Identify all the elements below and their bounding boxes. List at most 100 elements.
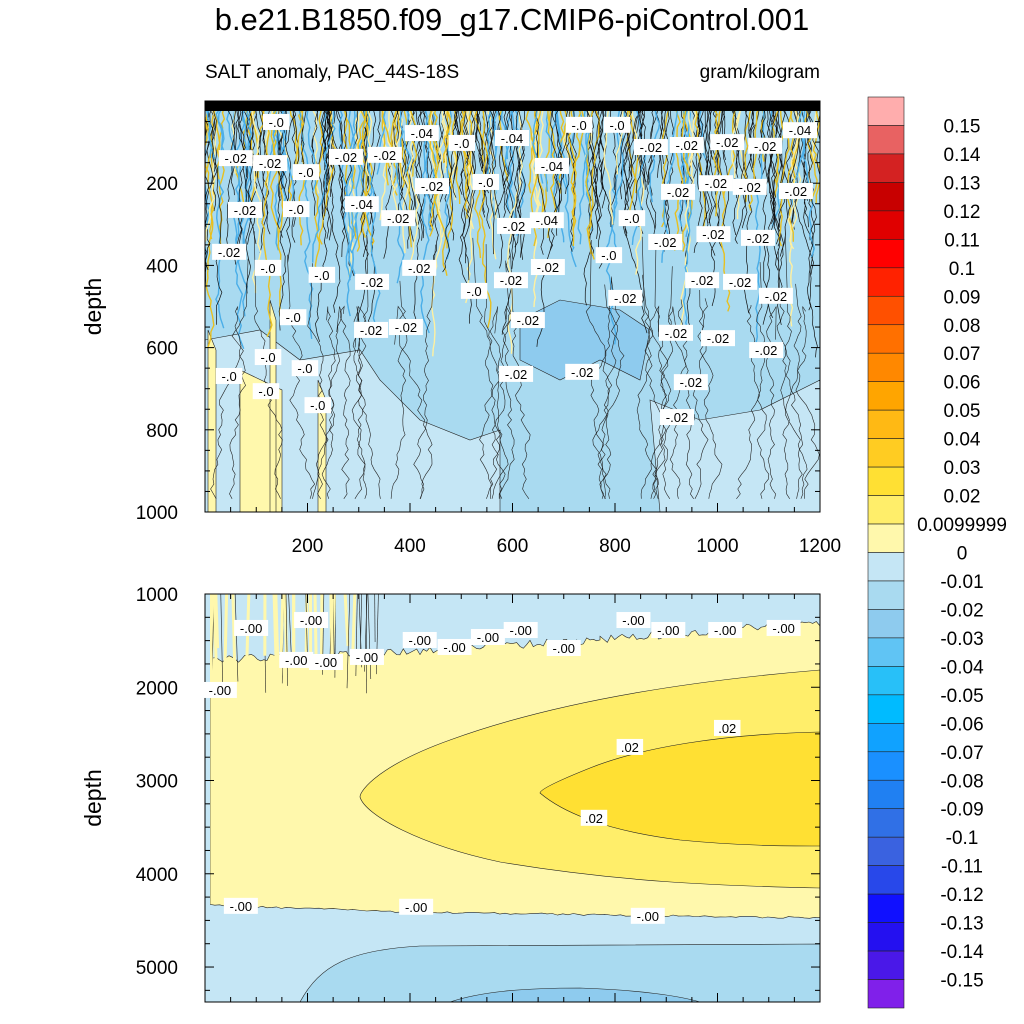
contour-label-text: -.0 bbox=[260, 261, 275, 276]
contour-label-box bbox=[253, 155, 288, 172]
contour-label-text: -.02 bbox=[707, 331, 729, 346]
contour-line bbox=[560, 101, 575, 170]
contour-label-text: -.0 bbox=[289, 202, 304, 217]
contour-label: -.0 bbox=[215, 367, 243, 384]
contour-label: -.00 bbox=[294, 612, 329, 629]
contour-label-text: -.02 bbox=[702, 227, 724, 242]
contour-line bbox=[636, 236, 657, 499]
contour-label-text: -.02 bbox=[614, 291, 636, 306]
colorbar-label: 0.06 bbox=[944, 373, 981, 394]
contour-line bbox=[366, 101, 381, 336]
colorbar-label: 0.08 bbox=[944, 316, 981, 337]
contour-line bbox=[215, 101, 225, 329]
colorbar-box bbox=[867, 523, 905, 553]
contour-line bbox=[585, 239, 613, 499]
contour-line bbox=[365, 101, 373, 177]
contour-line bbox=[461, 101, 470, 264]
contour-label-box bbox=[766, 619, 801, 636]
colorbar-box bbox=[867, 580, 905, 610]
contour-label-box bbox=[510, 312, 545, 329]
contour-label-box bbox=[218, 150, 253, 167]
contour-label-box bbox=[616, 612, 651, 629]
y-tick-label: 1000 bbox=[136, 503, 178, 524]
contour-label-box bbox=[546, 639, 581, 656]
contour-label: -.00 bbox=[651, 621, 686, 638]
colorbar-label: -0.12 bbox=[940, 885, 983, 906]
contour-label-text: -.00 bbox=[230, 899, 252, 914]
contour-line bbox=[206, 101, 213, 158]
field-level-zero bbox=[269, 299, 277, 512]
contour-label: -.02 bbox=[415, 178, 450, 195]
contour-label: -.02 bbox=[685, 272, 720, 289]
contour-label-box bbox=[565, 363, 600, 380]
colorbar-box bbox=[867, 295, 905, 326]
contour-label-box bbox=[252, 383, 280, 400]
y-tick-label: 3000 bbox=[136, 772, 178, 793]
contour-label-text: -.02 bbox=[387, 211, 409, 226]
contour-label-text: -.02 bbox=[225, 151, 247, 166]
contour-label: -.02 bbox=[758, 287, 793, 304]
colorbar-box bbox=[867, 865, 905, 895]
contour-line bbox=[318, 101, 328, 165]
contour-label: -.04 bbox=[783, 122, 818, 139]
contour-label-box bbox=[279, 309, 307, 326]
colorbar-label: 0.11 bbox=[944, 230, 980, 251]
contour-label: -.0 bbox=[603, 116, 631, 133]
colorbar-label: 0.07 bbox=[944, 344, 981, 365]
colorbar-box bbox=[867, 950, 905, 980]
contour-line bbox=[210, 258, 249, 499]
field-edge-strip bbox=[205, 594, 210, 1002]
contour-label-text: -.00 bbox=[300, 613, 322, 628]
colorbar-label: -0.07 bbox=[940, 743, 983, 764]
contour-label-text: -.02 bbox=[667, 185, 689, 200]
contour-label-text: -.0 bbox=[310, 398, 325, 413]
contour-label: -.02 bbox=[497, 217, 532, 234]
contour-label-box bbox=[648, 233, 683, 250]
contour-line bbox=[420, 101, 430, 334]
contour-label-box bbox=[595, 247, 623, 264]
contour-line bbox=[274, 594, 280, 664]
contour-label-box bbox=[328, 148, 363, 165]
contour-label-text: -.04 bbox=[501, 131, 523, 146]
contour-line bbox=[681, 101, 692, 332]
contour-line bbox=[766, 306, 777, 499]
contour-label-text: -.02 bbox=[666, 410, 688, 425]
colorbar-box bbox=[867, 808, 905, 838]
colorbar-box bbox=[867, 182, 905, 212]
contour-label-text: -.02 bbox=[765, 289, 787, 304]
colorbar-box bbox=[867, 637, 905, 667]
colorbar-label: -0.05 bbox=[940, 686, 983, 707]
contour-line bbox=[795, 306, 820, 499]
contour-line bbox=[224, 101, 236, 255]
contour-label-text: -.00 bbox=[409, 633, 431, 648]
contour-label-box bbox=[212, 243, 247, 260]
contour-label-box bbox=[304, 397, 331, 414]
contour-label: -.0 bbox=[565, 116, 593, 133]
contour-line bbox=[410, 101, 423, 241]
contour-label-box bbox=[381, 210, 416, 227]
contour-line bbox=[313, 594, 319, 685]
contour-label: -.04 bbox=[529, 212, 564, 229]
contour-line bbox=[285, 594, 288, 686]
colorbar-label: 0.05 bbox=[944, 401, 981, 422]
contour-label: -.02 bbox=[402, 259, 437, 276]
contour-line bbox=[215, 101, 228, 157]
contour-line bbox=[392, 101, 401, 180]
contour-label-box bbox=[494, 129, 529, 146]
y-tick-label: 200 bbox=[146, 174, 178, 195]
contour-label-box bbox=[294, 612, 329, 629]
contour-line bbox=[730, 101, 748, 229]
contour-label-text: -.02 bbox=[395, 320, 417, 335]
colorbar-box bbox=[867, 893, 905, 923]
contour-label: -.02 bbox=[499, 365, 534, 382]
y-axis-label: depth bbox=[80, 278, 106, 336]
contour-line bbox=[287, 254, 316, 499]
colorbar-label: 0.12 bbox=[944, 202, 981, 223]
contour-line bbox=[209, 101, 218, 178]
x-tick-label: 600 bbox=[497, 536, 529, 557]
contour-line bbox=[645, 305, 664, 499]
contour-label-text: -.04 bbox=[541, 159, 563, 174]
contour-label-box bbox=[503, 621, 538, 638]
contour-line bbox=[260, 101, 273, 338]
